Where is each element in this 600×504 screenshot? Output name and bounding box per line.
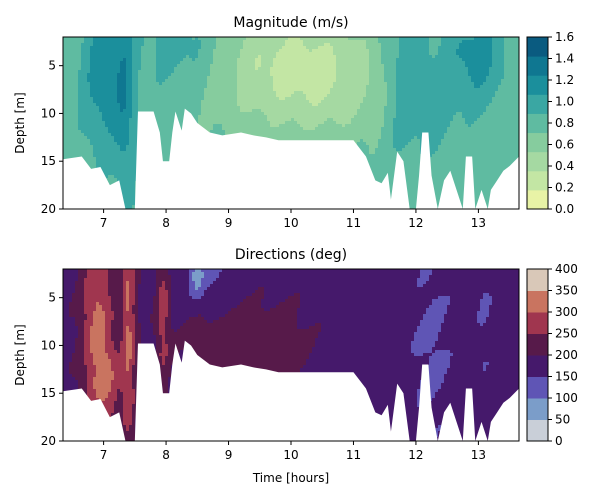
directions-y-axis-label: Depth [m] xyxy=(13,324,27,385)
x-tick-label: 11 xyxy=(346,448,361,462)
x-tick-label: 13 xyxy=(471,216,486,230)
x-tick-label: 12 xyxy=(408,216,423,230)
x-tick-label: 10 xyxy=(283,216,298,230)
colorbar-tick-label: 350 xyxy=(555,284,578,298)
x-tick-label: 8 xyxy=(162,216,170,230)
colorbar-tick-label: 0.8 xyxy=(555,116,574,130)
x-axis-label: Time [hours] xyxy=(252,471,329,485)
y-tick-label: 15 xyxy=(41,386,56,400)
colorbar-swatch xyxy=(527,269,548,291)
y-tick-label: 5 xyxy=(48,59,56,73)
colorbar-swatch xyxy=(527,56,548,76)
colorbar-swatch xyxy=(527,190,548,210)
x-tick-label: 9 xyxy=(225,216,233,230)
colorbar-tick-label: 0.6 xyxy=(555,138,574,152)
magnitude-x-ticks: 7 8 9 10 11 12 13 xyxy=(100,209,486,230)
colorbar-swatch xyxy=(527,75,548,95)
colorbar-tick-label: 400 xyxy=(555,262,578,276)
colorbar-swatch xyxy=(527,355,548,377)
colorbar-swatch xyxy=(527,398,548,420)
colorbar-swatch xyxy=(527,420,548,442)
magnitude-y-axis-label: Depth [m] xyxy=(13,92,27,153)
y-tick-label: 15 xyxy=(41,154,56,168)
y-tick-label: 5 xyxy=(48,291,56,305)
y-tick-label: 10 xyxy=(41,106,56,120)
x-tick-label: 7 xyxy=(100,216,108,230)
colorbar-tick-label: 0 xyxy=(555,434,563,448)
colorbar-tick-label: 250 xyxy=(555,327,578,341)
colorbar-tick-label: 1.2 xyxy=(555,73,574,87)
colorbar-tick-label: 100 xyxy=(555,391,578,405)
colorbar-swatch xyxy=(527,133,548,153)
colorbar-tick-label: 300 xyxy=(555,305,578,319)
colorbar-tick-label: 1.0 xyxy=(555,95,574,109)
colorbar-tick-label: 0.4 xyxy=(555,159,574,173)
colorbar-swatch xyxy=(527,152,548,172)
y-tick-label: 20 xyxy=(41,202,56,216)
directions-title: Directions (deg) xyxy=(235,247,347,263)
x-tick-label: 11 xyxy=(346,216,361,230)
magnitude-title: Magnitude (m/s) xyxy=(233,15,348,31)
x-tick-label: 9 xyxy=(225,448,233,462)
colorbar-swatch xyxy=(527,171,548,191)
colorbar-tick-label: 150 xyxy=(555,370,578,384)
colorbar-swatch xyxy=(527,37,548,57)
colorbar-swatch xyxy=(527,94,548,114)
x-tick-label: 7 xyxy=(100,448,108,462)
colorbar-tick-label: 0.0 xyxy=(555,202,574,216)
directions-y-ticks: 5 10 15 20 xyxy=(41,291,63,448)
magnitude-colorbar: 0.0 0.2 0.4 0.6 0.8 1.0 1.2 1.4 1.6 xyxy=(527,30,574,216)
colorbar-tick-label: 200 xyxy=(555,348,578,362)
y-tick-label: 20 xyxy=(41,434,56,448)
colorbar-swatch xyxy=(527,334,548,356)
colorbar-swatch xyxy=(527,377,548,399)
colorbar-tick-label: 0.2 xyxy=(555,181,574,195)
magnitude-y-ticks: 5 10 15 20 xyxy=(41,59,63,216)
colorbar-swatch xyxy=(527,312,548,334)
colorbar-swatch xyxy=(527,113,548,133)
directions-colorbar: 0 50 100 150 200 250 300 350 400 xyxy=(527,262,578,448)
x-tick-label: 8 xyxy=(162,448,170,462)
colorbar-tick-label: 1.4 xyxy=(555,52,574,66)
x-tick-label: 12 xyxy=(408,448,423,462)
colorbar-tick-label: 50 xyxy=(555,413,570,427)
colorbar-tick-label: 1.6 xyxy=(555,30,574,44)
colorbar-swatch xyxy=(527,291,548,313)
x-tick-label: 10 xyxy=(283,448,298,462)
x-tick-label: 13 xyxy=(471,448,486,462)
directions-x-ticks: 7 8 9 10 11 12 13 xyxy=(100,441,486,462)
y-tick-label: 10 xyxy=(41,338,56,352)
